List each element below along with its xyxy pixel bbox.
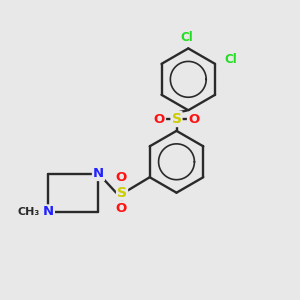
Text: N: N xyxy=(93,167,104,180)
Text: CH₃: CH₃ xyxy=(18,207,40,217)
Text: O: O xyxy=(116,171,127,184)
Text: O: O xyxy=(154,112,165,126)
Text: Cl: Cl xyxy=(224,53,237,66)
Text: S: S xyxy=(172,112,182,126)
Text: O: O xyxy=(116,202,127,214)
Text: N: N xyxy=(43,205,54,218)
Text: S: S xyxy=(117,186,127,200)
Text: Cl: Cl xyxy=(180,31,193,44)
Text: O: O xyxy=(188,112,199,126)
